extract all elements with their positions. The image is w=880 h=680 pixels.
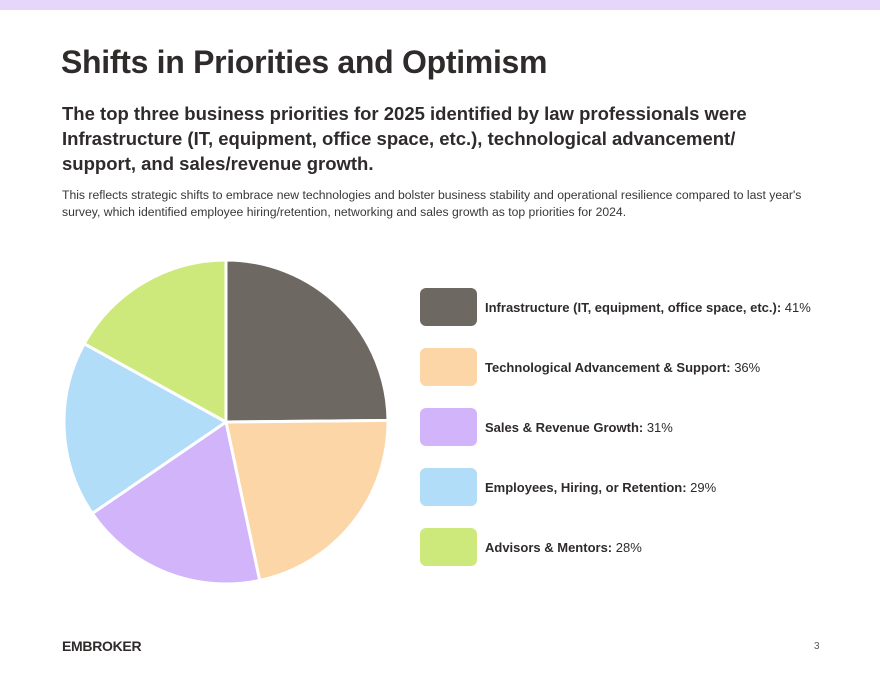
legend-text: Employees, Hiring, or Retention: 29% [485,480,716,495]
legend-label: Employees, Hiring, or Retention: [485,479,687,495]
legend-value: 41% [781,299,811,315]
legend-label: Advisors & Mentors: [485,539,613,555]
page-subtitle: The top three business priorities for 20… [62,103,747,174]
legend-value: 31% [643,419,673,435]
legend-swatch [420,348,477,386]
legend-swatch [420,528,477,566]
legend-item: Sales & Revenue Growth: 31% [420,408,811,446]
legend-label: Infrastructure (IT, equipment, office sp… [485,299,782,315]
accent-band [0,0,880,10]
page-title: Shifts in Priorities and Optimism [61,44,548,80]
legend-item: Advisors & Mentors: 28% [420,528,811,566]
pie-slice-4 [82,258,228,425]
pie-slice-2 [90,419,262,586]
pie-slice-3 [62,341,229,516]
legend-value: 36% [730,359,761,375]
legend-text: Advisors & Mentors: 28% [485,540,642,555]
chart-legend: Infrastructure (IT, equipment, office sp… [420,288,811,588]
pie-chart [62,258,390,586]
body-text: This reflects strategic shifts to embrac… [62,188,802,219]
legend-swatch [420,408,477,446]
legend-value: 28% [612,539,642,555]
legend-value: 29% [686,479,717,495]
legend-item: Technological Advancement & Support: 36% [420,348,811,386]
legend-text: Sales & Revenue Growth: 31% [485,420,673,435]
legend-swatch [420,468,477,506]
pie-slice-0 [224,258,390,424]
embroker-logo: EMBROKER [62,638,142,654]
legend-item: Infrastructure (IT, equipment, office sp… [420,288,811,326]
legend-label: Sales & Revenue Growth: [485,419,644,435]
legend-item: Employees, Hiring, or Retention: 29% [420,468,811,506]
legend-text: Infrastructure (IT, equipment, office sp… [485,300,811,315]
legend-label: Technological Advancement & Support: [485,359,731,375]
page-number: 3 [814,641,820,652]
pie-slice-1 [224,418,390,583]
legend-swatch [420,288,477,326]
legend-text: Technological Advancement & Support: 36% [485,360,760,375]
